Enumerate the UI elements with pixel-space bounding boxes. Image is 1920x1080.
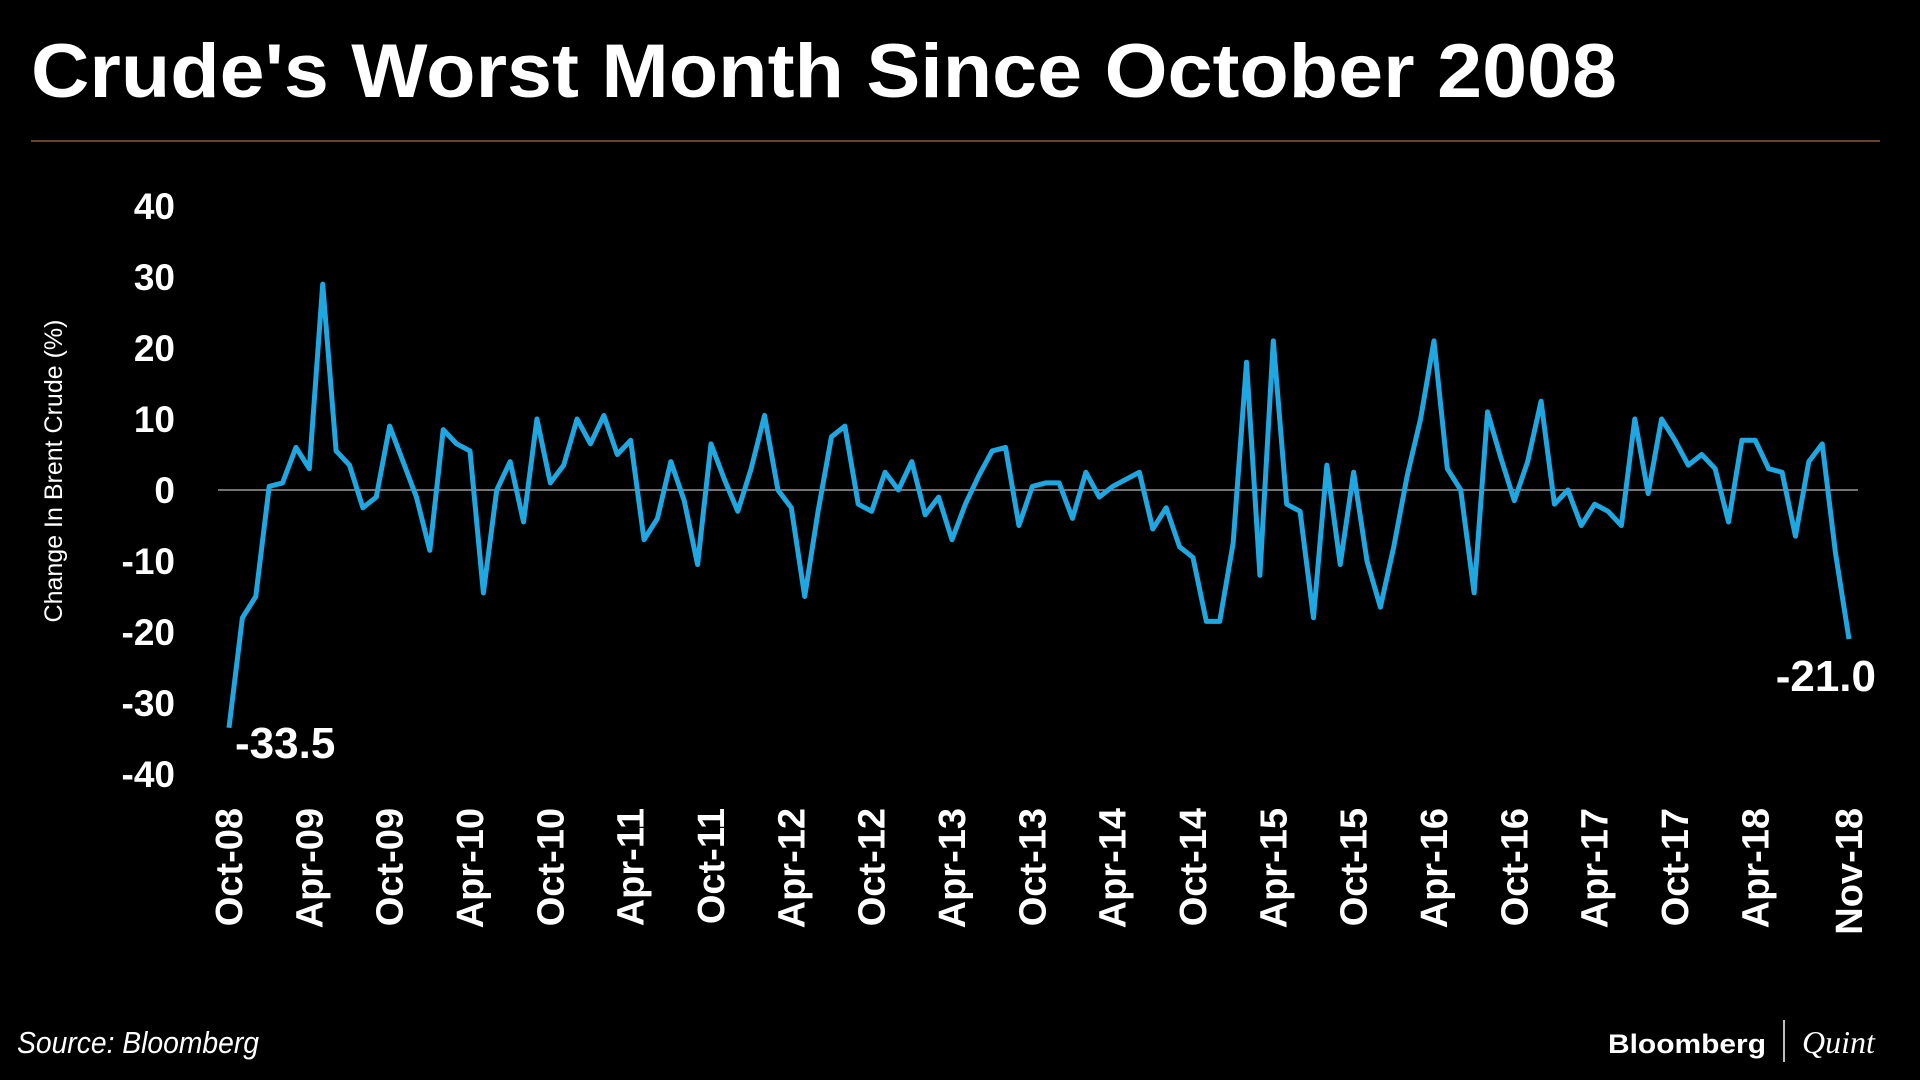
x-tick-label: Apr-10: [450, 808, 492, 928]
y-tick-label: -20: [122, 612, 175, 653]
y-axis-label: Change In Brent Crude (%): [40, 320, 68, 623]
y-tick-label: 20: [134, 328, 175, 369]
source: Source: Bloomberg: [17, 1025, 259, 1060]
x-tick-label: Oct-15: [1334, 808, 1376, 926]
brand-name: Bloomberg: [1608, 1029, 1766, 1059]
y-tick-label: 10: [134, 399, 175, 440]
annotation: -33.5: [235, 719, 335, 768]
x-tick-label: Oct-13: [1012, 808, 1054, 926]
x-tick-label: Apr-14: [1093, 808, 1135, 928]
x-tick-label: Oct-17: [1655, 808, 1697, 926]
y-tick-label: 0: [154, 470, 175, 511]
x-tick-label: Nov-18: [1829, 808, 1871, 935]
x-tick-label: Oct-11: [691, 808, 733, 924]
y-tick-label: -40: [122, 754, 175, 795]
x-tick-label: Apr-17: [1575, 808, 1617, 928]
x-tick-label: Apr-13: [932, 808, 974, 928]
x-tick-label: Oct-14: [1173, 808, 1215, 926]
annotation: -21.0: [1776, 652, 1876, 701]
x-tick-label: Apr-18: [1735, 808, 1777, 928]
x-tick-label: Oct-12: [852, 808, 894, 926]
brand-name: Quint: [1802, 1024, 1876, 1060]
chart-title: Crude's Worst Month Since October 2008: [31, 29, 1617, 114]
y-tick-label: 30: [134, 257, 175, 298]
x-tick-label: Apr-15: [1253, 808, 1295, 928]
y-tick-label: -30: [122, 683, 175, 724]
x-tick-label: Oct-10: [530, 808, 572, 926]
x-tick-label: Apr-16: [1414, 808, 1456, 928]
x-tick-label: Apr-09: [289, 808, 331, 928]
y-tick-label: -10: [122, 541, 175, 582]
data-line: [226, 281, 1852, 729]
x-tick-label: Oct-09: [370, 808, 412, 926]
x-tick-label: Oct-16: [1494, 808, 1536, 926]
x-tick-label: Apr-12: [771, 808, 813, 928]
x-tick-label: Apr-11: [611, 808, 653, 926]
y-tick-label: 40: [134, 186, 175, 227]
x-tick-label: Oct-08: [209, 808, 251, 926]
